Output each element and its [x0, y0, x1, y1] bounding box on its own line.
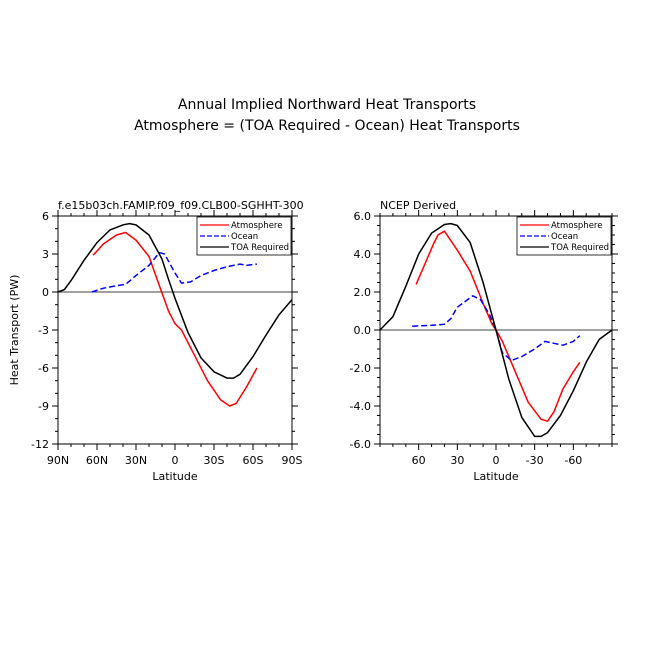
left-chart-panel: 90N 60N 30N 0 30S 60S 90S 6 3 0 -3 -6 -9 -12 Latitude H…	[8, 199, 304, 483]
x-tick-label: 60S	[243, 454, 264, 467]
figure-title-line-1: Annual Implied Northward Heat Transports	[177, 97, 477, 113]
y-tick-label: 3	[42, 248, 49, 261]
x-tick-label: 30	[450, 454, 464, 467]
y-axis-label: Heat Transport (PW)	[8, 275, 21, 386]
y-tick-label: -12	[31, 438, 49, 451]
x-tick-label: 60N	[86, 454, 108, 467]
x-axis-label: Latitude	[473, 470, 519, 483]
legend-label: Atmosphere	[231, 221, 282, 231]
x-tick-label: 90S	[282, 454, 303, 467]
series-line-ocean	[91, 251, 257, 293]
y-tick-label: 6	[42, 210, 49, 223]
x-tick-label: 30N	[125, 454, 147, 467]
right-chart-panel: 60 30 0 -30 -60 6.0 4.0 2.0 0.0 -2.0 -4.0 -6.0 Latit…	[350, 199, 618, 483]
x-tick-label: 0	[493, 454, 500, 467]
legend-label: Ocean	[231, 232, 258, 242]
series-line-atmosphere	[415, 230, 581, 422]
x-tick-label: -60	[564, 454, 582, 467]
x-tick-label: 90N	[47, 454, 69, 467]
legend-label: TOA Required	[550, 243, 609, 253]
x-tick-label: -30	[526, 454, 544, 467]
x-axis-label: Latitude	[152, 470, 198, 483]
legend-label: TOA Required	[230, 243, 289, 253]
y-tick-label: -2.0	[350, 362, 371, 375]
legend-box	[196, 216, 292, 256]
y-tick-label: 0	[42, 286, 49, 299]
y-tick-label: 2.0	[354, 286, 372, 299]
series-line-toa-required	[57, 222, 293, 379]
x-tick-label: 30S	[204, 454, 225, 467]
series-line-ocean	[412, 295, 581, 362]
panel-title: NCEP Derived	[380, 199, 456, 212]
x-tick-label: 0	[172, 454, 179, 467]
y-tick-label: -3	[38, 324, 49, 337]
y-tick-label: -9	[38, 400, 49, 413]
y-tick-label: 0.0	[354, 324, 372, 337]
y-tick-label: 4.0	[354, 248, 372, 261]
y-tick-label: -4.0	[350, 400, 371, 413]
legend-label: Atmosphere	[551, 221, 602, 231]
series-line-toa-required	[379, 222, 613, 438]
x-tick-label: 60	[412, 454, 426, 467]
series-line-atmosphere	[92, 231, 258, 407]
figure-title-line-2: Atmosphere = (TOA Required - Ocean) Heat…	[134, 118, 520, 134]
legend-label: Ocean	[551, 232, 578, 242]
y-tick-label: -6	[38, 362, 49, 375]
y-tick-label: 6.0	[354, 210, 372, 223]
legend-box	[516, 216, 612, 256]
y-tick-label: -6.0	[350, 438, 371, 451]
panel-title: f.e15b03ch.FAMIP.f09_f09.CLB00-SGHHT-300	[58, 199, 304, 212]
